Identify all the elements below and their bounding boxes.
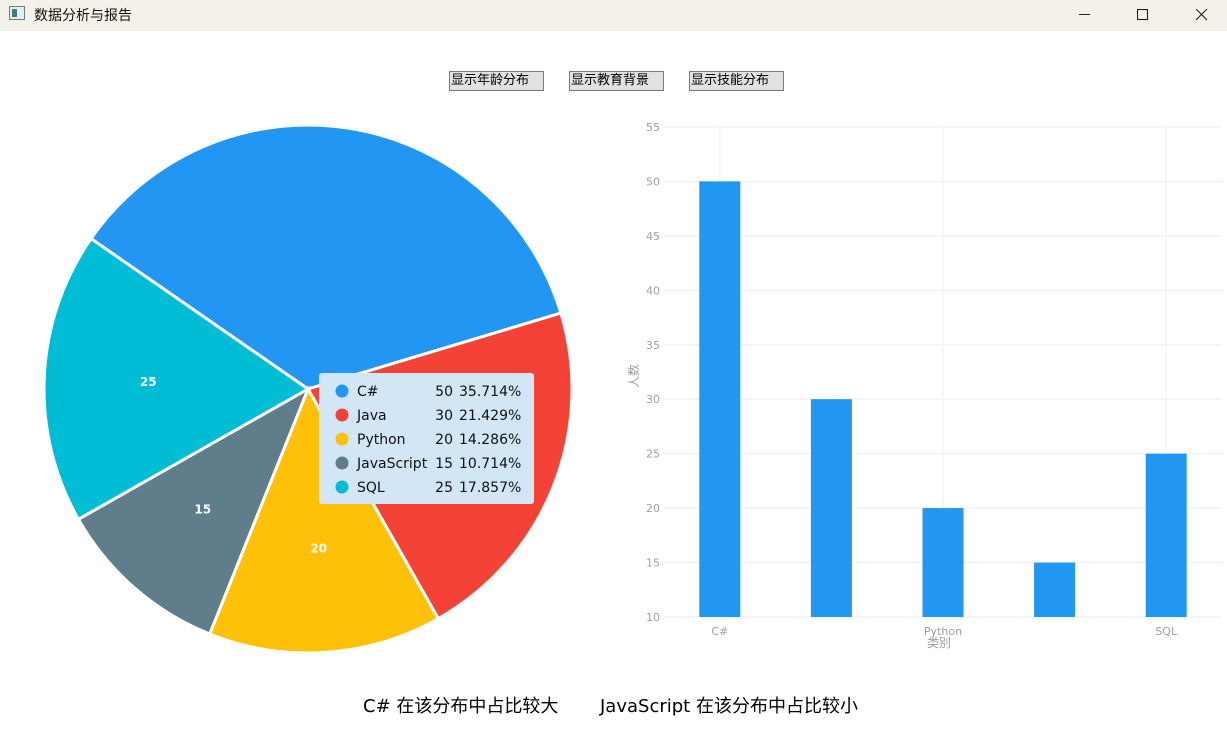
bar-sql xyxy=(1145,453,1187,617)
pie-slice-python xyxy=(207,385,441,655)
legend-marker-csharp xyxy=(335,384,349,398)
pie-slice-javascript xyxy=(76,385,311,636)
pie-slice-value-label: 15 xyxy=(194,503,211,517)
legend-value: 30 xyxy=(435,408,453,424)
bar-csharp xyxy=(699,181,741,617)
pie-slice-value-label: 20 xyxy=(310,542,327,556)
y-tick-label: 15 xyxy=(646,557,660,570)
x-tick-label: Python xyxy=(924,625,962,638)
close-icon xyxy=(1196,9,1208,21)
legend-label: Python xyxy=(357,432,406,448)
y-axis-title: 人数 xyxy=(626,364,641,388)
window-title: 数据分析与报告 xyxy=(34,8,132,24)
pie-legend: C# 50 35.714% Java 30 21.429% Python 20 14.286% J… xyxy=(319,373,534,504)
legend-label: Java xyxy=(356,408,387,424)
bar-java xyxy=(810,399,852,617)
x-tick-label: C# xyxy=(711,625,728,638)
pie-slice-csharp xyxy=(88,123,563,391)
legend-label: C# xyxy=(357,384,379,400)
legend-label: SQL xyxy=(357,480,385,496)
y-tick-label: 20 xyxy=(646,502,660,515)
legend-marker-javascript xyxy=(335,456,349,470)
legend-percentage: 17.857% xyxy=(459,480,521,496)
legend-background xyxy=(319,373,534,504)
legend-marker-java xyxy=(335,408,349,422)
bar-chart: 10 15 20 25 30 35 40 45 50 55 C# Python SQL 类别 人数 xyxy=(626,121,1222,650)
show-education-background-button[interactable]: 显示教育背景 xyxy=(569,71,664,91)
bar-python xyxy=(922,508,964,617)
legend-percentage: 35.714% xyxy=(459,384,521,400)
y-tick-label: 35 xyxy=(646,339,660,352)
minimize-icon xyxy=(1079,14,1090,15)
legend-percentage: 14.286% xyxy=(459,432,521,448)
maximize-button[interactable] xyxy=(1120,0,1166,30)
minimize-button[interactable] xyxy=(1062,0,1108,30)
y-tick-label: 40 xyxy=(646,284,660,297)
x-tick-label: SQL xyxy=(1155,625,1178,638)
y-tick-label: 30 xyxy=(646,393,660,406)
show-age-distribution-button[interactable]: 显示年龄分布 xyxy=(449,71,544,91)
maximize-icon xyxy=(1137,9,1149,21)
pie-slice-sql xyxy=(42,236,311,522)
show-skill-distribution-button[interactable]: 显示技能分布 xyxy=(689,71,784,91)
y-tick-label: 45 xyxy=(646,230,660,243)
legend-percentage: 10.714% xyxy=(459,456,521,472)
summary-largest-text: C# 在该分布中占比较大 xyxy=(363,696,559,717)
legend-value: 50 xyxy=(435,384,453,400)
y-tick-label: 10 xyxy=(646,611,660,624)
legend-marker-python xyxy=(335,432,349,446)
y-tick-label: 50 xyxy=(646,175,660,188)
legend-value: 25 xyxy=(435,480,453,496)
window-titlebar[interactable]: 数据分析与报告 xyxy=(0,0,1227,31)
app-window-icon xyxy=(9,6,25,20)
y-tick-label: 55 xyxy=(646,121,660,134)
y-tick-label: 25 xyxy=(646,448,660,461)
legend-value: 20 xyxy=(435,432,453,448)
close-button[interactable] xyxy=(1179,0,1225,30)
legend-percentage: 21.429% xyxy=(459,408,521,424)
pie-chart: 30201525C#5035.714%Java3021.429%Python20… xyxy=(42,123,574,655)
legend-value: 15 xyxy=(435,456,453,472)
pie-slice-value-label: 25 xyxy=(140,375,157,389)
bar-javascript xyxy=(1034,562,1076,617)
legend-label: JavaScript xyxy=(356,456,428,472)
summary-smallest-text: JavaScript 在该分布中占比较小 xyxy=(600,696,858,717)
legend-marker-sql xyxy=(335,480,349,494)
x-axis-title: 类别 xyxy=(927,636,951,650)
